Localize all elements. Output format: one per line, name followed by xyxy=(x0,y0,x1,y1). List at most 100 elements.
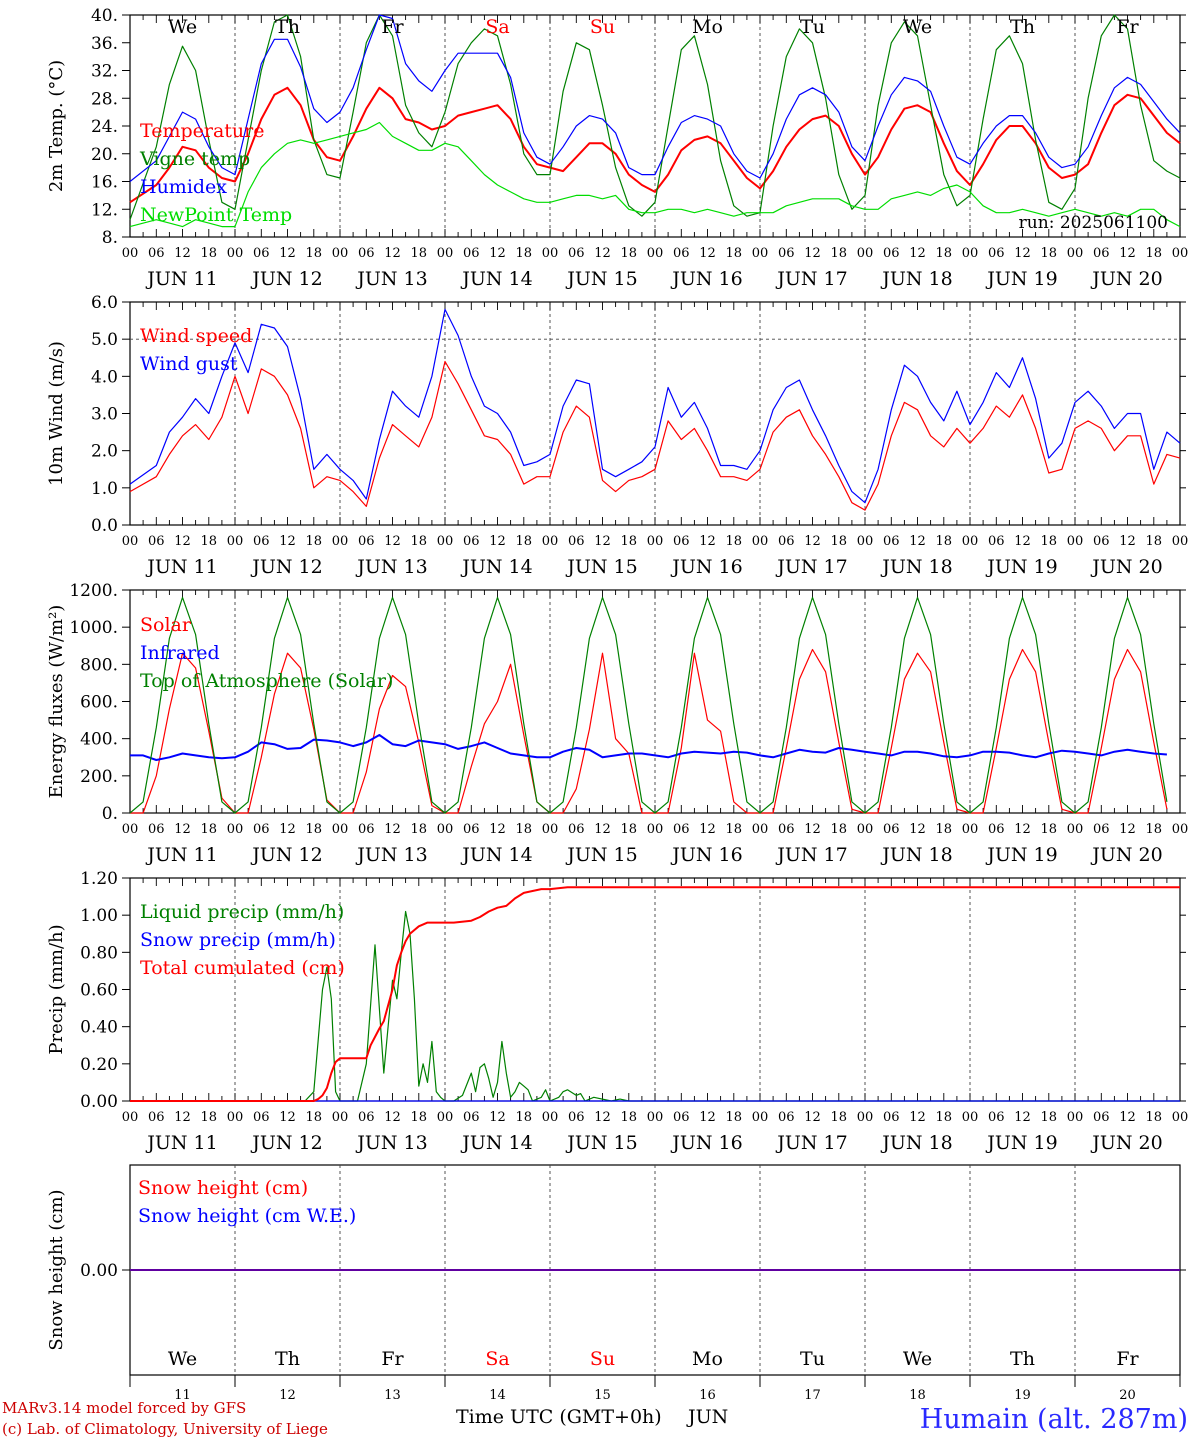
day-number-label: 17 xyxy=(804,1388,821,1403)
hour-tick-label: 06 xyxy=(463,822,480,837)
hour-tick-label: 00 xyxy=(542,822,559,837)
y-tick-label: 36. xyxy=(91,34,118,54)
date-label: JUN 15 xyxy=(565,844,637,866)
hour-tick-label: 12 xyxy=(909,534,926,549)
date-label: JUN 20 xyxy=(1090,556,1162,578)
hour-tick-label: 18 xyxy=(305,1110,322,1125)
series-line xyxy=(130,886,1180,1102)
hour-tick-label: 12 xyxy=(804,822,821,837)
hour-tick-label: 06 xyxy=(568,246,585,261)
date-label: JUN 13 xyxy=(355,556,427,578)
y-tick-label: 0.60 xyxy=(80,981,118,1001)
hour-tick-label: 00 xyxy=(857,822,874,837)
hour-tick-label: 12 xyxy=(174,534,191,549)
day-number-label: 16 xyxy=(699,1388,716,1403)
hour-tick-label: 18 xyxy=(410,1110,427,1125)
hour-tick-label: 00 xyxy=(752,1110,769,1125)
hour-tick-label: 06 xyxy=(463,246,480,261)
y-tick-label: 1.00 xyxy=(80,906,118,926)
x-minor-ticks xyxy=(129,590,1181,813)
hour-tick-label: 06 xyxy=(568,1110,585,1125)
hour-tick-label: 00 xyxy=(542,246,559,261)
panel-frame xyxy=(129,589,1181,814)
date-label: JUN 20 xyxy=(1090,1132,1162,1154)
credits-line-1: MARv3.14 model forced by GFS xyxy=(2,1399,246,1417)
hour-tick-label: 00 xyxy=(227,534,244,549)
weekday-label: Th xyxy=(275,1348,300,1370)
hour-tick-label: 18 xyxy=(620,1110,637,1125)
hour-tick-label: 18 xyxy=(1145,534,1162,549)
panel-frame xyxy=(129,301,1181,526)
weekday-label: Fr xyxy=(381,1348,404,1370)
date-label: JUN 17 xyxy=(775,556,847,578)
hour-tick-label: 12 xyxy=(1119,534,1136,549)
hour-tick-label: 12 xyxy=(909,822,926,837)
legend-entry: Wind gust xyxy=(140,353,238,375)
y-tick-label: 3.0 xyxy=(91,405,118,425)
hour-tick-label: 00 xyxy=(122,822,139,837)
hour-tick-label: 18 xyxy=(1040,822,1057,837)
weekday-label: Fr xyxy=(1116,16,1139,38)
legend-entry: Snow height (cm W.E.) xyxy=(138,1205,356,1227)
series-line xyxy=(130,734,1167,761)
legend-entry: Liquid precip (mm/h) xyxy=(140,901,344,923)
hour-tick-label: 12 xyxy=(594,246,611,261)
hour-tick-label: 12 xyxy=(174,1110,191,1125)
hour-tick-label: 12 xyxy=(489,1110,506,1125)
hour-tick-label: 06 xyxy=(673,822,690,837)
hour-tick-label: 18 xyxy=(620,822,637,837)
y-tick-label: 8. xyxy=(102,228,118,248)
hour-tick-label: 00 xyxy=(437,246,454,261)
date-label: JUN 11 xyxy=(145,844,217,866)
hour-tick-label: 12 xyxy=(699,822,716,837)
day-number-label: 13 xyxy=(384,1388,401,1403)
hour-tick-label: 00 xyxy=(437,534,454,549)
y-axis-label: 10m Wind (m/s) xyxy=(46,341,67,486)
hour-tick-label: 06 xyxy=(358,534,375,549)
hour-tick-label: 06 xyxy=(463,534,480,549)
x-minor-ticks xyxy=(129,15,1181,237)
hour-tick-label: 06 xyxy=(253,534,270,549)
weekday-label: Su xyxy=(590,16,615,38)
hour-tick-label: 12 xyxy=(384,822,401,837)
hour-tick-label: 18 xyxy=(620,534,637,549)
hour-tick-label: 18 xyxy=(200,246,217,261)
weekday-label: Mo xyxy=(692,16,723,38)
hour-tick-label: 00 xyxy=(962,822,979,837)
date-label: JUN 14 xyxy=(460,268,532,290)
date-label: JUN 15 xyxy=(565,556,637,578)
y-axis-label: Energy fluxes (W/m²) xyxy=(46,605,67,799)
hour-tick-label: 06 xyxy=(673,534,690,549)
hour-tick-label: 12 xyxy=(1014,246,1031,261)
hour-tick-label: 00 xyxy=(752,822,769,837)
hour-tick-label: 06 xyxy=(778,822,795,837)
date-label: JUN 12 xyxy=(250,556,322,578)
hour-tick-label: 00 xyxy=(752,534,769,549)
hour-tick-label: 06 xyxy=(253,1110,270,1125)
hour-tick-label: 18 xyxy=(830,534,847,549)
hour-tick-label: 18 xyxy=(305,822,322,837)
hour-tick-label: 18 xyxy=(1145,246,1162,261)
day-number-label: 19 xyxy=(1014,1388,1031,1403)
date-label: JUN 19 xyxy=(985,844,1057,866)
y-tick-label: 0. xyxy=(102,804,118,824)
hour-tick-label: 18 xyxy=(620,246,637,261)
hour-tick-label: 00 xyxy=(647,822,664,837)
hour-tick-label: 00 xyxy=(857,1110,874,1125)
hour-tick-label: 12 xyxy=(384,1110,401,1125)
hour-tick-label: 12 xyxy=(1119,246,1136,261)
weekday-label: We xyxy=(168,16,197,38)
date-label: JUN 18 xyxy=(880,1132,952,1154)
hour-tick-label: 18 xyxy=(410,246,427,261)
hour-tick-label: 18 xyxy=(515,246,532,261)
y-tick-label: 0.00 xyxy=(80,1261,118,1281)
hour-tick-label: 12 xyxy=(384,534,401,549)
hour-tick-label: 12 xyxy=(279,534,296,549)
day-number-label: 18 xyxy=(909,1388,926,1403)
hour-tick-label: 18 xyxy=(410,822,427,837)
x-axis-label: Time UTC (GMT+0h) xyxy=(456,1406,662,1428)
hour-tick-label: 18 xyxy=(830,246,847,261)
hour-tick-label: 18 xyxy=(830,1110,847,1125)
hour-tick-label: 18 xyxy=(935,1110,952,1125)
hour-tick-label: 00 xyxy=(437,1110,454,1125)
